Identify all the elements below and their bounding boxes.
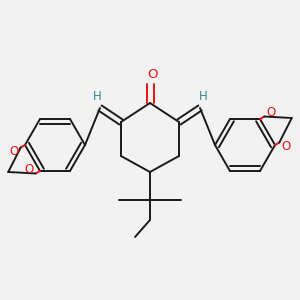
Text: O: O [24,163,33,176]
Text: O: O [9,145,18,158]
Text: O: O [267,106,276,119]
Text: O: O [147,68,157,80]
Text: H: H [93,91,101,103]
Text: H: H [199,91,207,103]
Text: O: O [282,140,291,153]
